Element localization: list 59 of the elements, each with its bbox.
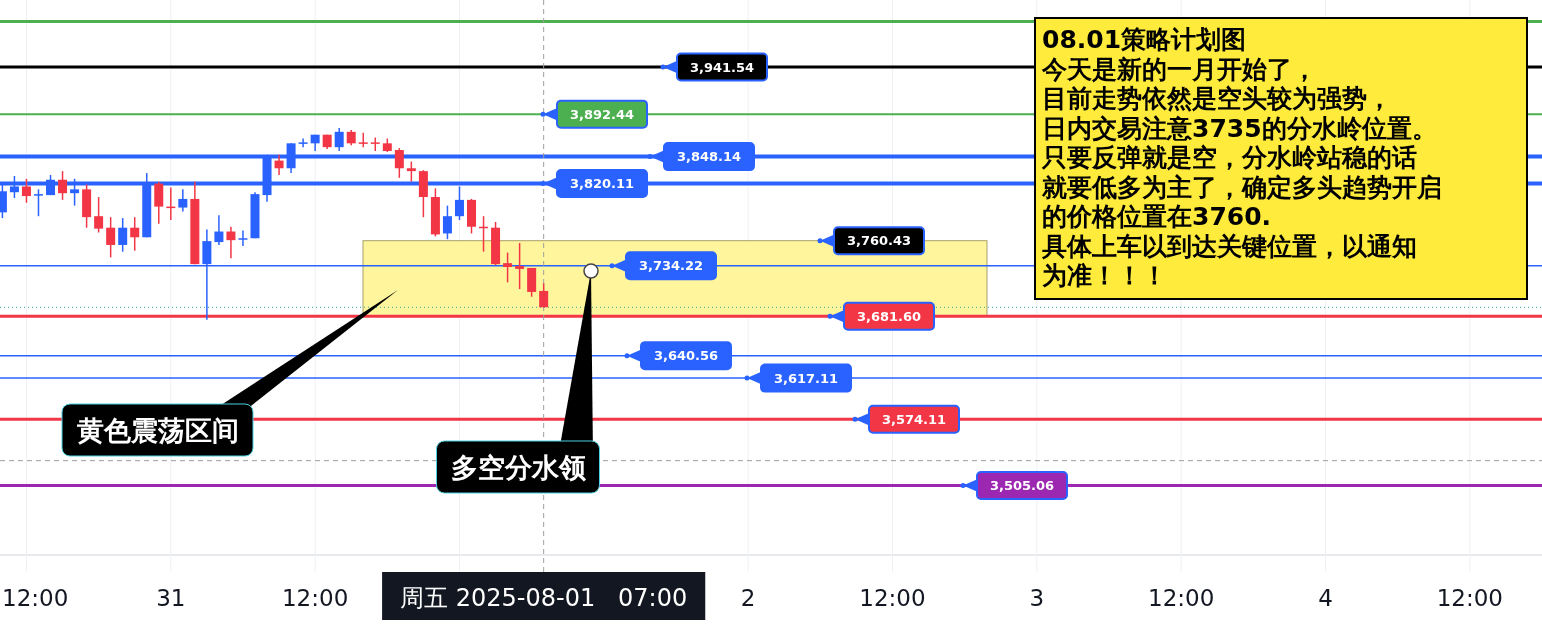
ref-line-label: 3,892.44 (569, 106, 635, 122)
candlestick (118, 217, 128, 253)
x-tick-label: 2 (740, 585, 756, 611)
candlestick (298, 137, 308, 148)
x-tick-label: 31 (156, 585, 186, 611)
crosshair-label: 周五 2025-08-01 07:00 (382, 572, 706, 620)
candlestick (515, 242, 525, 290)
candlestick (58, 170, 68, 201)
candlestick (9, 175, 19, 199)
candlestick (442, 204, 452, 240)
candlestick (154, 180, 164, 225)
candlestick (503, 251, 513, 284)
annotation: 目前走势依然是空头较为强势， (1042, 84, 1392, 113)
annotation: 具体上车以到达关键位置，以通知 (1041, 231, 1417, 261)
x-tick-label: 4 (1318, 585, 1333, 611)
candlestick (214, 214, 224, 246)
annotation: 黄色震荡区间 (76, 415, 239, 446)
annotation: 只要反弹就是空，分水岭站稳的话 (1041, 143, 1417, 172)
candlestick (334, 127, 344, 152)
ref-line-label: 周五 2025-08-01 07:00 (400, 584, 688, 612)
ref-line-label: 3,941.54 (689, 59, 755, 75)
x-tick-label: 12:00 (859, 585, 926, 611)
annotation: 多空分水领 (450, 452, 586, 483)
ref-line-label: 3,617.11 (773, 370, 839, 386)
candlestick (238, 229, 248, 247)
candlestick (202, 228, 212, 321)
ref-line-label: 3,640.56 (653, 348, 719, 364)
candlestick (226, 225, 236, 260)
candlestick (106, 216, 116, 259)
ref-line-label: 3,574.11 (881, 411, 947, 427)
candlestick (94, 196, 104, 234)
candlestick (130, 216, 140, 252)
candlestick (358, 132, 368, 148)
x-tick-label: 12:00 (281, 585, 349, 611)
candlestick (527, 267, 537, 298)
candlestick (21, 178, 31, 204)
candlestick (454, 185, 464, 221)
annotation: 日内交易注意3735的分水岭位置。 (1042, 113, 1437, 143)
ref-line-label: 3,505.06 (989, 478, 1055, 494)
chart-title: 08.01策略计划图 (1042, 25, 1247, 54)
annotation: 的价格位置在3760. (1042, 202, 1272, 231)
candlestick (406, 160, 416, 183)
candlestick (274, 154, 284, 176)
candlestick (178, 188, 188, 213)
ref-line-label: 3,848.14 (676, 149, 742, 165)
x-tick-label: 12:00 (1148, 585, 1215, 611)
candlestick (394, 147, 404, 179)
x-tick-label: 12:00 (2, 585, 69, 611)
annotation: 今天是新的一月开始了， (1041, 54, 1317, 84)
annotation: 为准！！！ (1042, 261, 1167, 290)
candlestick (33, 188, 43, 217)
ref-line-label: 3,820.11 (569, 175, 635, 191)
band-label: 3,760.43 (846, 233, 912, 249)
annotation: 就要低多为主了，确定多头趋势开启 (1041, 172, 1442, 202)
candlestick (70, 178, 80, 207)
x-tick-label: 12:00 (1436, 585, 1503, 611)
x-tick-label: 3 (1029, 585, 1045, 611)
ref-line-label: 3,734.22 (638, 258, 704, 274)
ref-line-label: 3,681.60 (856, 308, 922, 324)
